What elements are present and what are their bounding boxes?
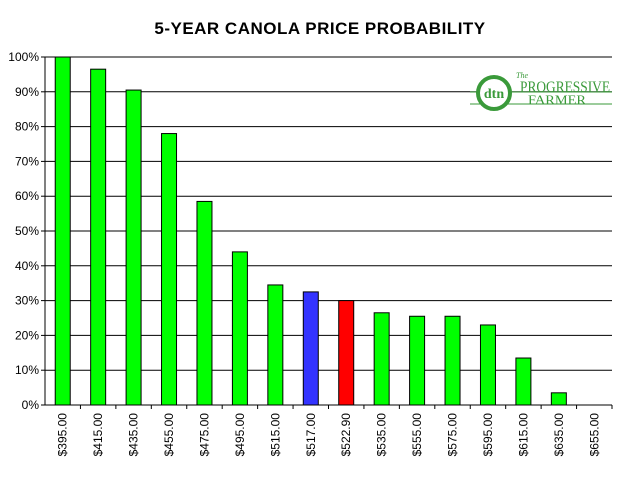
x-tick-label: $615.00 bbox=[516, 413, 530, 457]
y-tick-label: 80% bbox=[15, 120, 39, 134]
bar bbox=[267, 284, 284, 406]
y-tick-label: 10% bbox=[15, 363, 39, 377]
y-tick-label: 0% bbox=[22, 398, 40, 412]
x-tick-label: $475.00 bbox=[197, 413, 211, 457]
y-tick-label: 30% bbox=[15, 294, 39, 308]
x-tick-label: $455.00 bbox=[162, 413, 176, 457]
bar bbox=[54, 56, 71, 406]
bar bbox=[373, 312, 390, 406]
x-tick-label: $535.00 bbox=[375, 413, 389, 457]
y-tick-label: 40% bbox=[15, 259, 39, 273]
logo-mark: dtn bbox=[484, 87, 504, 102]
logo-prefix: The bbox=[516, 71, 528, 80]
chart-title: 5-YEAR CANOLA PRICE PROBABILITY bbox=[154, 19, 485, 38]
x-tick-label: $395.00 bbox=[56, 413, 70, 457]
x-tick-label: $517.00 bbox=[304, 413, 318, 457]
x-axis: $395.00 $415.00 $435.00 $455.00 $475.00 $495.… bbox=[45, 404, 613, 457]
x-tick-label: $415.00 bbox=[91, 413, 105, 457]
bar bbox=[90, 68, 107, 406]
bar bbox=[550, 392, 567, 406]
logo-line2: FARMER bbox=[528, 92, 586, 107]
dtn-progressive-farmer-logo: dtn The PROGRESSIVE FARMER bbox=[470, 71, 612, 111]
y-tick-label: 90% bbox=[15, 85, 39, 99]
y-tick-label: 20% bbox=[15, 328, 39, 342]
x-tick-label: $655.00 bbox=[587, 413, 601, 457]
bar bbox=[444, 315, 461, 406]
y-axis: 0% 10% 20% 30% 40% 50% 60% 70% 80% 90% 100% bbox=[8, 50, 46, 412]
dtn-logo-icon bbox=[476, 75, 512, 111]
x-tick-label: $515.00 bbox=[268, 413, 282, 457]
bar bbox=[231, 251, 248, 406]
x-tick-label: $495.00 bbox=[233, 413, 247, 457]
bar bbox=[125, 89, 142, 406]
logo-line1: PROGRESSIVE bbox=[520, 79, 610, 96]
bar bbox=[161, 133, 178, 406]
y-tick-label: 50% bbox=[15, 224, 39, 238]
x-tick-label: $595.00 bbox=[481, 413, 495, 457]
x-tick-label: $522.90 bbox=[339, 413, 353, 457]
x-tick-label: $435.00 bbox=[127, 413, 141, 457]
y-tick-label: 60% bbox=[15, 189, 39, 203]
bar bbox=[515, 357, 532, 406]
y-tick-label: 100% bbox=[8, 50, 39, 64]
bar bbox=[479, 324, 496, 406]
bar bbox=[338, 300, 355, 406]
bar bbox=[302, 291, 319, 406]
x-tick-label: $575.00 bbox=[446, 413, 460, 457]
x-tick-label: $635.00 bbox=[552, 413, 566, 457]
bar bbox=[196, 200, 213, 406]
x-tick-label: $555.00 bbox=[410, 413, 424, 457]
y-tick-label: 70% bbox=[15, 154, 39, 168]
bar bbox=[409, 315, 426, 406]
